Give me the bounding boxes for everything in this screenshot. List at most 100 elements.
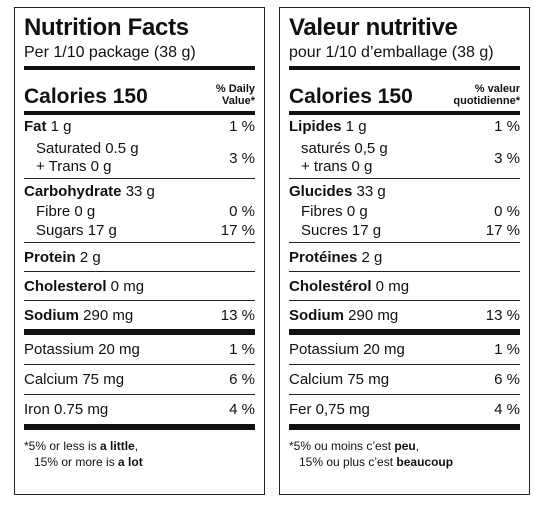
protein-label: Protein 2 g: [24, 249, 101, 266]
potassium-pct: 1 %: [229, 341, 255, 358]
fat-pct: 1 %: [229, 118, 255, 135]
dv-header-line1: % Daily: [215, 83, 255, 95]
calcium-amount: Calcium 75 mg: [289, 371, 390, 388]
divider: [289, 111, 520, 115]
sodium-pct: 13 %: [220, 306, 255, 324]
divider: [289, 300, 520, 301]
carbohydrate-row: Glucides 33 g: [289, 179, 520, 202]
serving-size: Per 1/10 package (38 g): [24, 44, 196, 61]
calories-row: Calories 150 % valeur quotidienne*: [289, 70, 520, 111]
footnote-text: 15% ou plus c’est: [299, 455, 397, 469]
potassium-row: Potassium 20 mg 1 %: [24, 335, 255, 364]
divider: [24, 364, 255, 365]
dv-header-line2: quotidienne*: [453, 95, 520, 107]
cholesterol-row: Cholesterol 0 mg: [24, 272, 255, 300]
carbohydrate-label: Glucides 33 g: [289, 183, 386, 200]
fat-amount: 1 g: [341, 118, 367, 135]
fat-pct: 1 %: [494, 118, 520, 135]
sugars-pct: 17 %: [220, 221, 255, 239]
sugars-row: Sucres 17 g 17 %: [289, 220, 520, 242]
footnote-text: *5% ou moins c’est: [289, 439, 395, 453]
sodium-name: Sodium: [289, 306, 344, 324]
cholesterol-label: Cholestérol 0 mg: [289, 278, 409, 295]
sodium-amount: 290 mg: [344, 306, 399, 324]
iron-pct: 4 %: [494, 401, 520, 418]
calcium-row: Calcium 75 mg 6 %: [289, 365, 520, 394]
divider: [24, 111, 255, 115]
saturated-trans-label: Saturated 0.5 g + Trans 0 g: [24, 140, 139, 176]
calcium-amount: Calcium 75 mg: [24, 371, 125, 388]
protein-label: Protéines 2 g: [289, 249, 382, 266]
nutrition-facts-panel-fr: Valeur nutritive pour 1/10 d’emballage (…: [279, 7, 530, 495]
fibre-row: Fibre 0 g 0 %: [24, 202, 255, 220]
calcium-pct: 6 %: [494, 371, 520, 388]
saturated-trans-row: saturés 0,5 g + trans 0 g 3 %: [289, 138, 520, 178]
trans-amount: + trans 0 g: [301, 158, 373, 175]
divider: [24, 394, 255, 395]
divider: [289, 364, 520, 365]
fibre-pct: 0 %: [494, 202, 520, 220]
nutrition-facts-panel-en: Nutrition Facts Per 1/10 package (38 g) …: [14, 7, 265, 495]
footnote-line2: 15% or more is a lot: [24, 454, 255, 470]
carbohydrate-row: Carbohydrate 33 g: [24, 179, 255, 202]
fat-label: Lipides 1 g: [289, 118, 367, 135]
divider-thick: [289, 329, 520, 335]
saturated-amount: Saturated 0.5 g: [36, 140, 139, 157]
cholesterol-name: Cholestérol: [289, 277, 372, 295]
iron-row: Fer 0,75 mg 4 %: [289, 395, 520, 424]
saturated-trans-row: Saturated 0.5 g + Trans 0 g 3 %: [24, 138, 255, 178]
fibre-pct: 0 %: [229, 202, 255, 220]
fat-label: Fat 1 g: [24, 118, 72, 135]
divider-thick: [289, 424, 520, 430]
calories-value: Calories 150: [289, 85, 413, 108]
fat-row: Fat 1 g 1 %: [24, 115, 255, 138]
fat-name: Lipides: [289, 118, 342, 135]
saturated-amount: saturés 0,5 g: [301, 140, 388, 157]
footnote-line1: *5% ou moins c’est peu,: [289, 438, 520, 454]
daily-value-header: % valeur quotidienne*: [453, 83, 520, 109]
cholesterol-name: Cholesterol: [24, 277, 107, 295]
daily-value-header: % Daily Value*: [216, 83, 255, 109]
footnote-text: 15% or more is: [34, 455, 119, 469]
sugars-row: Sugars 17 g 17 %: [24, 220, 255, 242]
fibre-amount: Fibre 0 g: [36, 202, 96, 220]
potassium-pct: 1 %: [494, 341, 520, 358]
footnote-line2: 15% ou plus c’est beaucoup: [289, 454, 520, 470]
calcium-pct: 6 %: [229, 371, 255, 388]
trans-amount: + Trans 0 g: [36, 158, 112, 175]
saturated-trans-label: saturés 0,5 g + trans 0 g: [289, 140, 388, 176]
footnote-emphasis: peu: [394, 439, 416, 453]
carbohydrate-name: Carbohydrate: [24, 183, 122, 200]
daily-value-footnote: *5% ou moins c’est peu, 15% ou plus c’es…: [289, 430, 520, 470]
footnote-line1: *5% or less is a little,: [24, 438, 255, 454]
protein-row: Protein 2 g: [24, 243, 255, 271]
panel-title: Nutrition Facts: [24, 14, 189, 41]
cholesterol-amount: 0 mg: [106, 277, 145, 295]
sodium-label: Sodium 290 mg: [24, 307, 133, 324]
fat-name: Fat: [24, 118, 47, 135]
iron-pct: 4 %: [229, 401, 255, 418]
footnote-text: ,: [134, 439, 139, 453]
fibre-row: Fibres 0 g 0 %: [289, 202, 520, 220]
sodium-row: Sodium 290 mg 13 %: [24, 301, 255, 329]
protein-name: Protein: [24, 248, 76, 266]
daily-value-footnote: *5% or less is a little, 15% or more is …: [24, 430, 255, 470]
divider: [289, 394, 520, 395]
footnote-text: *5% or less is: [24, 439, 101, 453]
divider: [24, 271, 255, 272]
iron-row: Iron 0.75 mg 4 %: [24, 395, 255, 424]
protein-amount: 2 g: [75, 248, 101, 266]
sugars-pct: 17 %: [485, 221, 520, 239]
calcium-row: Calcium 75 mg 6 %: [24, 365, 255, 394]
carbohydrate-name: Glucides: [289, 183, 353, 200]
potassium-row: Potassium 20 mg 1 %: [289, 335, 520, 364]
saturated-trans-pct: 3 %: [494, 149, 520, 167]
footnote-text: ,: [415, 439, 420, 453]
dv-header-line1: % valeur: [474, 83, 520, 95]
carbohydrate-amount: 33 g: [352, 183, 386, 200]
divider-thick: [24, 329, 255, 335]
sugars-amount: Sucres 17 g: [301, 221, 382, 239]
cholesterol-label: Cholesterol 0 mg: [24, 278, 144, 295]
fibre-amount: Fibres 0 g: [301, 202, 368, 220]
sugars-amount: Sugars 17 g: [36, 221, 117, 239]
